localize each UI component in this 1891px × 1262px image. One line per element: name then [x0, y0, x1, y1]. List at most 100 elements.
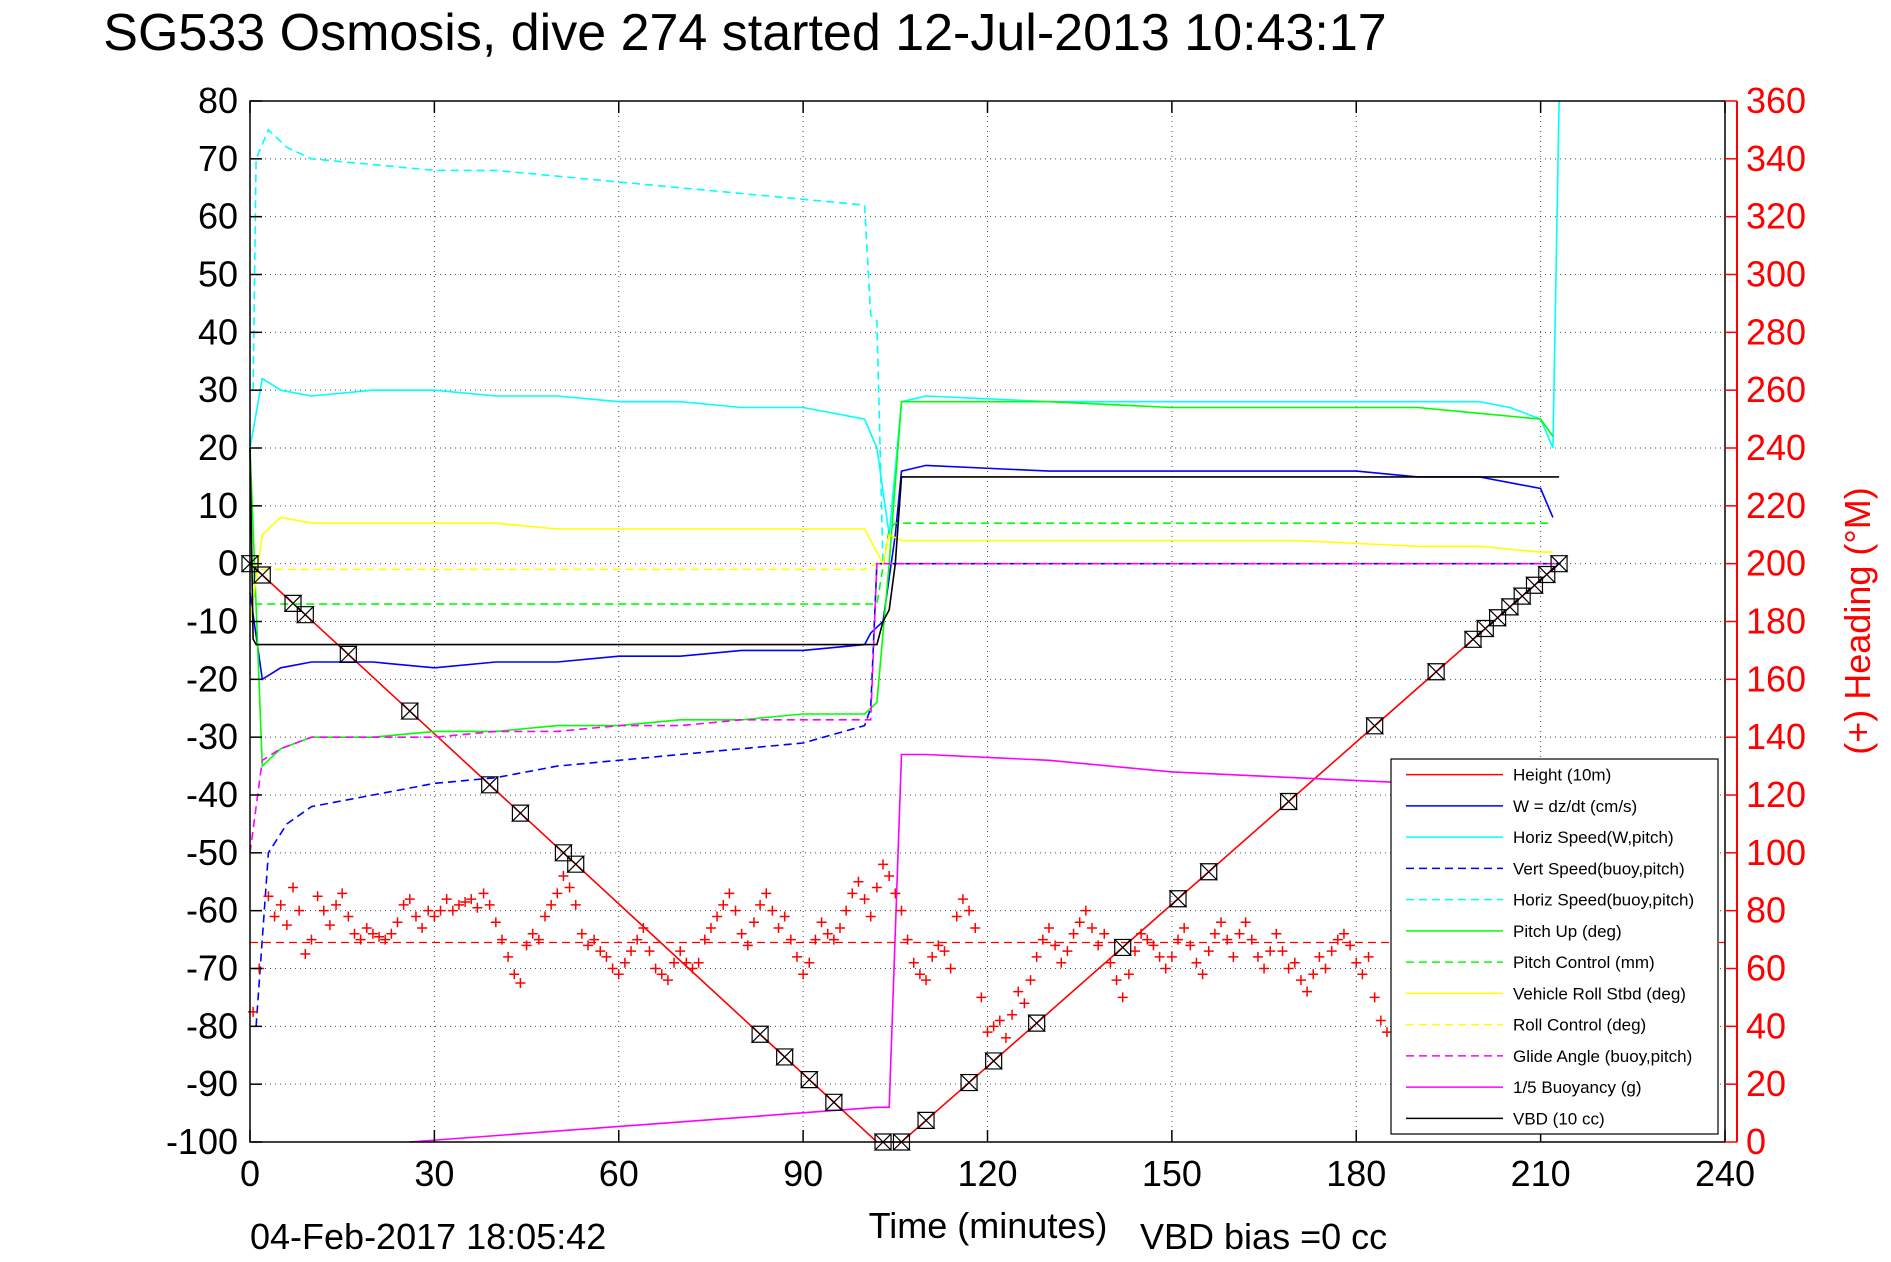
heading-point: [878, 859, 889, 870]
heading-point: [1093, 940, 1104, 951]
y-tick-label: -10: [186, 601, 238, 642]
heading-point: [816, 917, 827, 928]
heading-point: [773, 923, 784, 934]
heading-point: [1142, 934, 1153, 945]
y-right-tick-label: 100: [1746, 832, 1806, 873]
heading-point: [337, 888, 348, 899]
height-marker: [295, 606, 315, 624]
heading-point: [275, 899, 286, 910]
heading-point: [644, 946, 655, 957]
height-marker: [984, 1052, 1004, 1070]
heading-point: [964, 905, 975, 916]
heading-point: [515, 977, 526, 988]
legend-label: Horiz Speed(W,pitch): [1513, 828, 1674, 847]
heading-point: [435, 905, 446, 916]
heading-point: [1043, 923, 1054, 934]
height-marker: [1488, 609, 1508, 627]
heading-point: [650, 963, 661, 974]
heading-point: [595, 946, 606, 957]
heading-point: [552, 888, 563, 899]
y-right-tick-label: 140: [1746, 716, 1806, 757]
heading-point: [1203, 946, 1214, 957]
heading-point: [281, 920, 292, 931]
y-right-tick-label: 260: [1746, 369, 1806, 410]
legend-label: Pitch Control (mm): [1513, 953, 1655, 972]
height-marker: [1525, 576, 1544, 594]
y-right-tick-label: 160: [1746, 658, 1806, 699]
heading-point: [349, 928, 360, 939]
heading-point: [546, 899, 557, 910]
height-marker: [338, 645, 358, 663]
heading-point: [988, 1021, 999, 1032]
y-axis-ticks: 80 70 60 50 40 30 20 10 0 -10 -20 -30 -40 -50 -60 -70 -8…: [166, 80, 262, 1162]
height-marker: [566, 855, 586, 873]
y-tick-label: 30: [198, 369, 238, 410]
heading-point: [564, 882, 575, 893]
heading-point: [699, 934, 710, 945]
heading-point: [1209, 928, 1220, 939]
heading-point: [1191, 957, 1202, 968]
heading-point: [1345, 940, 1356, 951]
heading-point: [1320, 963, 1331, 974]
legend-label: Height (10m): [1513, 766, 1611, 785]
heading-point: [791, 951, 802, 962]
height-marker: [1475, 619, 1495, 638]
heading-point: [1363, 951, 1374, 962]
height-marker: [510, 804, 530, 822]
y-tick-label: -20: [186, 658, 238, 699]
heading-point: [601, 951, 612, 962]
series-horiz-speed-w-pitch: [249, 100, 1560, 535]
heading-point: [1222, 934, 1233, 945]
height-marker: [1113, 938, 1133, 957]
heading-point: [994, 1015, 1005, 1026]
heading-point: [1019, 998, 1030, 1009]
y-tick-label: 20: [198, 427, 238, 468]
y-tick-label: -30: [186, 716, 238, 757]
y-tick-label: 0: [218, 543, 238, 584]
heading-point: [1160, 963, 1171, 974]
x-tick-label: 30: [414, 1153, 454, 1194]
heading-point: [1375, 1015, 1386, 1026]
heading-point: [263, 891, 274, 902]
heading-point: [1228, 951, 1239, 962]
heading-point: [1130, 946, 1140, 957]
y-tick-label: 50: [198, 254, 238, 295]
legend-label: Roll Control (deg): [1513, 1016, 1646, 1035]
heading-point: [380, 934, 391, 945]
y-tick-label: -40: [186, 774, 238, 815]
heading-point: [410, 911, 421, 922]
heading-point: [607, 963, 618, 974]
height-marker: [916, 1111, 936, 1129]
heading-point: [871, 882, 882, 893]
heading-point: [939, 946, 950, 957]
heading-point: [1283, 963, 1294, 974]
series-vbd-10-cc: [249, 447, 1560, 646]
heading-point: [841, 905, 852, 916]
heading-point: [626, 946, 637, 957]
heading-point: [466, 894, 477, 905]
series-pitch-control-mm: [249, 522, 1553, 605]
heading-point: [669, 957, 680, 968]
heading-point: [638, 923, 649, 934]
y-tick-label: -70: [186, 948, 238, 989]
heading-point: [927, 951, 938, 962]
legend-label: Glide Angle (buoy,pitch): [1513, 1047, 1692, 1066]
heading-point: [619, 957, 630, 968]
heading-point: [1351, 957, 1362, 968]
legend-label: Vert Speed(buoy,pitch): [1513, 859, 1685, 878]
heading-point: [312, 891, 323, 902]
heading-point: [1252, 951, 1263, 962]
y-right-tick-label: 360: [1746, 80, 1806, 121]
heading-point: [404, 894, 415, 905]
heading-point: [1050, 940, 1061, 951]
height-marker: [283, 594, 303, 612]
heading-point: [429, 911, 440, 922]
heading-point: [1197, 969, 1208, 980]
heading-point: [859, 894, 870, 905]
y-right-tick-label: 20: [1746, 1063, 1786, 1104]
height-marker: [1537, 565, 1557, 584]
heading-point: [779, 911, 790, 922]
heading-point: [957, 894, 968, 905]
height-marker: [480, 776, 500, 794]
